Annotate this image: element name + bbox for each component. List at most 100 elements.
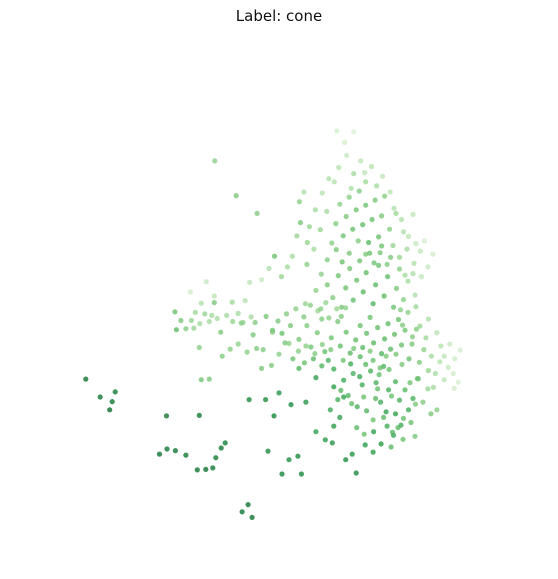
scatter-point (112, 389, 118, 395)
scatter-point (357, 323, 363, 329)
scatter-point (391, 205, 397, 211)
scatter-point (323, 300, 329, 306)
scatter-point (452, 356, 458, 362)
scatter-point (370, 449, 376, 455)
scatter-point (349, 401, 355, 407)
scatter-point (331, 423, 337, 429)
scatter-point (213, 455, 219, 461)
scatter-point (275, 318, 281, 324)
scatter-point (246, 397, 252, 403)
scatter-point (329, 240, 335, 246)
chart-title: Label: cone (235, 7, 323, 25)
scatter-point (312, 351, 318, 357)
scatter-point (441, 353, 447, 359)
scatter-point (271, 413, 277, 419)
scatter-point (353, 470, 359, 476)
scatter-point (334, 128, 340, 134)
scatter-point (405, 309, 411, 315)
scatter-point (206, 318, 212, 325)
scatter-point (304, 239, 310, 246)
scatter-point (364, 330, 370, 336)
scatter-point (402, 387, 408, 393)
scatter-point (373, 395, 379, 402)
scatter-point (295, 453, 301, 459)
scatter-point (414, 376, 420, 382)
scatter-point (266, 265, 272, 272)
scatter-point (412, 292, 418, 298)
scatter-point (304, 323, 310, 329)
scatter-point (212, 158, 218, 164)
scatter-point (410, 211, 416, 217)
scatter-point (400, 297, 407, 303)
scatter-point (304, 261, 310, 267)
scatter-point (183, 452, 189, 458)
scatter-point (278, 274, 285, 280)
scatter-point (263, 397, 269, 403)
scatter-point (341, 394, 347, 400)
scatter-point (254, 345, 260, 352)
scatter-point (219, 353, 225, 359)
scatter-point (375, 325, 381, 331)
scatter-point (432, 370, 438, 377)
scatter-point (363, 202, 369, 208)
scatter-point (367, 348, 373, 354)
scatter-point (265, 448, 271, 454)
scatter-point (393, 285, 400, 291)
scatter-point (375, 386, 381, 392)
scatter-point (327, 407, 333, 413)
scatter-point (384, 261, 390, 267)
scatter-point (239, 509, 245, 515)
scatter-point (238, 320, 244, 326)
scatter-point (312, 207, 318, 213)
scatter-point (405, 233, 412, 239)
scatter-point (378, 399, 384, 405)
scatter-point (324, 282, 330, 288)
scatter-point (188, 317, 194, 324)
scatter-point (363, 251, 369, 257)
scatter-point (413, 304, 419, 310)
scatter-point (397, 307, 404, 313)
scatter-point (301, 360, 307, 366)
scatter-point (398, 422, 404, 428)
scatter-point (363, 270, 369, 276)
scatter-point (361, 431, 367, 437)
scatter-point (379, 351, 385, 357)
scatter-point (399, 361, 405, 367)
scatter-point (370, 417, 376, 423)
scatter-point (296, 199, 302, 205)
scatter-point (373, 380, 379, 386)
scatter-point (342, 139, 348, 146)
scatter-point (314, 330, 320, 336)
scatter-point (244, 349, 250, 355)
scatter-point (379, 213, 385, 219)
scatter-point (407, 380, 413, 386)
scatter-point (410, 271, 416, 277)
scatter-point (402, 327, 408, 333)
scatter-point (351, 129, 357, 135)
scatter-point (377, 250, 383, 256)
scatter-point (250, 332, 256, 338)
scatter-point (430, 251, 436, 257)
scatter-point (268, 362, 275, 368)
scatter-point (354, 425, 360, 431)
scatter-point (318, 271, 324, 277)
scatter-point (198, 300, 204, 306)
scatter-point (387, 189, 393, 195)
scatter-point (379, 243, 385, 249)
scatter-point (357, 258, 363, 264)
scatter-point (326, 176, 332, 182)
scatter-point (428, 411, 434, 417)
scatter-point (301, 189, 307, 195)
scatter-point (412, 401, 419, 407)
scatter-point (366, 239, 372, 246)
scatter-point (329, 440, 335, 446)
scatter-point (196, 412, 202, 418)
scatter-point (398, 216, 405, 223)
scatter-point (222, 440, 228, 446)
scatter-point (410, 395, 416, 402)
scatter-point (354, 404, 360, 410)
scatter-point (356, 188, 362, 194)
scatter-point (313, 287, 319, 293)
scatter-point (393, 210, 399, 216)
scatter-point (331, 179, 337, 185)
